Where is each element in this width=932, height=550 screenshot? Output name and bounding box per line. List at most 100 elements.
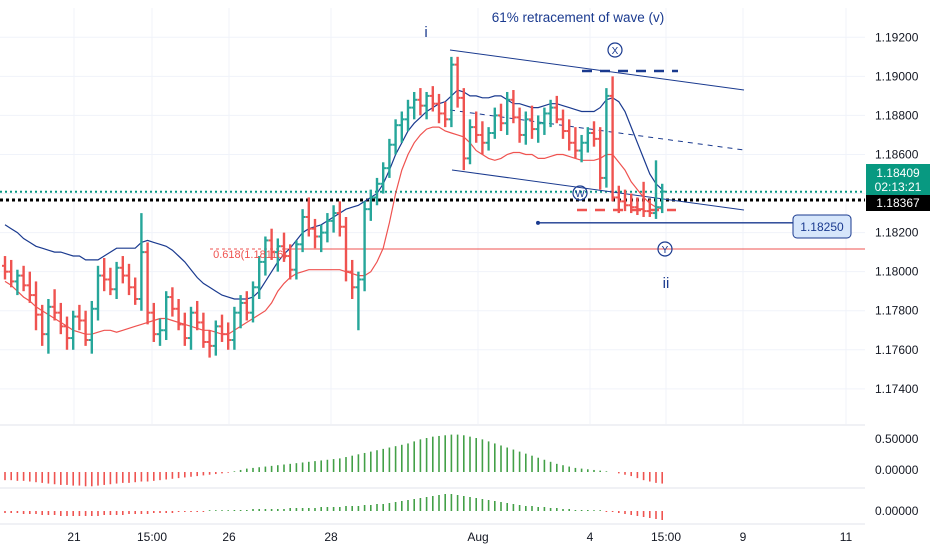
ohlc-bar: [2, 256, 8, 280]
wave-w-label: W: [575, 189, 585, 200]
ohlc-bar: [57, 302, 64, 335]
ohlc-bar: [212, 320, 219, 356]
x-tick-label: 11: [840, 530, 853, 544]
ohlc-bar: [653, 160, 659, 219]
price-axis: 1.192001.190001.188001.186001.184001.182…: [875, 30, 919, 396]
x-tick-label: 26: [222, 530, 236, 544]
ohlc-bar: [479, 121, 486, 155]
ohlc-bar: [646, 199, 653, 217]
ohlc-bar: [51, 289, 58, 321]
histogram-1: [4, 434, 664, 487]
ohlc-bar: [188, 306, 194, 350]
ohlc-bar: [541, 107, 548, 135]
ohlc-bar: [26, 271, 33, 303]
ohlc-bar: [293, 240, 300, 280]
ohlc-bar: [380, 162, 387, 194]
y-tick-label: 1.17800: [875, 304, 919, 318]
ohlc-bar: [491, 107, 498, 139]
line-price-tag: 1.18367: [866, 195, 930, 211]
ohlc-bar: [460, 88, 467, 171]
ohlc-bar: [287, 244, 294, 280]
ohlc-bar: [485, 127, 492, 151]
ohlc-bar: [442, 101, 449, 128]
fib-label: 0.618(1.18116): [213, 249, 287, 261]
wave-ii-label: ii: [663, 275, 670, 292]
chart-title: 61% retracement of wave (v): [492, 10, 665, 25]
ohlc-bar: [578, 134, 585, 163]
ohlc-bar: [516, 107, 523, 143]
y-tick-label: 1.18600: [875, 147, 919, 161]
ohlc-bar: [181, 312, 188, 346]
ohlc-bar: [101, 257, 108, 292]
x-tick-label: Aug: [467, 530, 488, 544]
ohlc-bar: [591, 121, 597, 147]
ohlc-bar: [566, 119, 573, 151]
ohlc-bar: [225, 322, 232, 350]
ohlc-bar: [349, 259, 356, 300]
ohlc-bar: [659, 183, 666, 214]
ohlc-bar: [82, 310, 89, 346]
ohlc-bar: [274, 238, 281, 272]
ohlc-bar: [454, 56, 461, 108]
ohlc-bar: [132, 277, 139, 305]
ohlc-bar: [392, 119, 399, 155]
ohlc-bar: [312, 218, 318, 249]
ohlc-bar: [157, 318, 163, 346]
time-axis: 21 15:00 26 28 Aug 4 15:00 9 11: [67, 530, 852, 544]
ohlc-bar: [622, 189, 628, 212]
ohlc-bar: [20, 265, 27, 292]
hist1-tick-high: 0.50000: [875, 432, 919, 446]
y-tick-label: 1.18000: [875, 265, 919, 279]
ohlc-bar: [603, 88, 610, 188]
ohlc-bar: [411, 91, 418, 120]
ohlc-bar: [355, 271, 362, 331]
target-price-label: 1.18250: [800, 220, 844, 234]
y-tick-label: 1.19200: [875, 30, 919, 44]
target-price-box[interactable]: 1.18250: [792, 214, 852, 239]
annotations: 61% retracement of wave (v) i ii X W Y 0…: [213, 10, 673, 292]
wave-w-circle: [572, 185, 588, 201]
ohlc-bar: [343, 216, 349, 282]
countdown-label: 02:13:21: [875, 180, 922, 194]
current-price-label: 1.18409: [876, 166, 920, 180]
grid: [0, 8, 865, 424]
ohlc-bar: [436, 93, 442, 124]
ohlc-bar: [572, 127, 579, 159]
line-price-label: 1.18367: [876, 196, 920, 210]
current-price-tag: 1.18409 02:13:21: [866, 164, 930, 195]
x-tick-label: 21: [67, 530, 81, 544]
ohlc-bar: [138, 213, 145, 311]
histogram-2: [4, 494, 664, 520]
wave-y-label: Y: [662, 245, 669, 256]
lower-band-line: [4, 126, 663, 335]
ohlc-bar: [299, 209, 306, 253]
ohlc-bar: [175, 299, 182, 331]
y-tick-label: 1.18200: [875, 226, 919, 240]
ohlc-bar: [95, 265, 101, 321]
ohlc-bar: [39, 304, 46, 346]
ohlc-bar: [250, 281, 256, 323]
ohlc-bar: [498, 103, 504, 132]
ohlc-bar: [405, 99, 411, 132]
ohlc-bar: [597, 127, 604, 190]
x-tick-label: 15:00: [651, 530, 681, 544]
wave-i-label: i: [424, 24, 427, 41]
hist1-tick-zero: 0.00000: [875, 463, 919, 477]
ohlc-bar: [64, 316, 70, 350]
target-line-anchor: [536, 220, 540, 225]
ohlc-bar: [529, 105, 535, 139]
ohlc-bar: [33, 281, 39, 331]
ohlc-bar: [256, 256, 263, 300]
ohlc-bar: [553, 95, 560, 124]
y-tick-label: 1.19000: [875, 69, 919, 83]
ohlc-bar: [107, 267, 114, 296]
ohlc-bar: [417, 88, 424, 116]
ohlc-bar: [634, 197, 641, 216]
ohlc-bar: [206, 330, 213, 358]
ohlc-bar: [318, 224, 325, 253]
ohlc-bar: [268, 228, 275, 260]
channel-upper: [449, 49, 745, 91]
ohlc-bar: [522, 111, 529, 145]
x-tick-label: 15:00: [137, 530, 167, 544]
